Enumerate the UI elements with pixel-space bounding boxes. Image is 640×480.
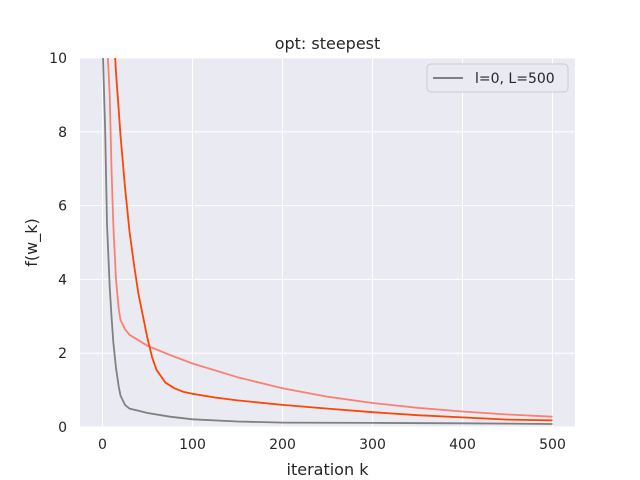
x-axis-title: iteration k (287, 460, 370, 479)
tick-labels: 0 100 200 300 400 500 0 2 4 6 8 10 (49, 51, 566, 453)
series-lines (102, 58, 553, 425)
x-tick-label: 300 (359, 437, 386, 453)
y-tick-label: 2 (58, 346, 67, 362)
series-line-3 (114, 58, 553, 422)
y-tick-label: 0 (58, 420, 67, 436)
y-tick-label: 8 (58, 125, 67, 141)
legend-entry-label: l=0, L=500 (475, 71, 555, 87)
plot-background (80, 58, 575, 427)
legend: l=0, L=500 (426, 63, 569, 93)
chart-title: opt: steepest (275, 34, 381, 53)
legend-box (426, 63, 569, 93)
series-line-2 (106, 58, 553, 418)
y-tick-label: 6 (58, 199, 67, 215)
x-tick-label: 0 (98, 437, 107, 453)
x-tick-label: 400 (449, 437, 476, 453)
y-tick-label: 10 (49, 51, 67, 67)
grid-lines (80, 57, 575, 428)
y-tick-label: 4 (58, 272, 67, 288)
x-tick-label: 500 (539, 437, 566, 453)
x-tick-label: 100 (179, 437, 206, 453)
x-tick-label: 200 (269, 437, 296, 453)
series-line-1 (102, 58, 553, 425)
y-axis-title: f(w_k) (22, 218, 42, 266)
